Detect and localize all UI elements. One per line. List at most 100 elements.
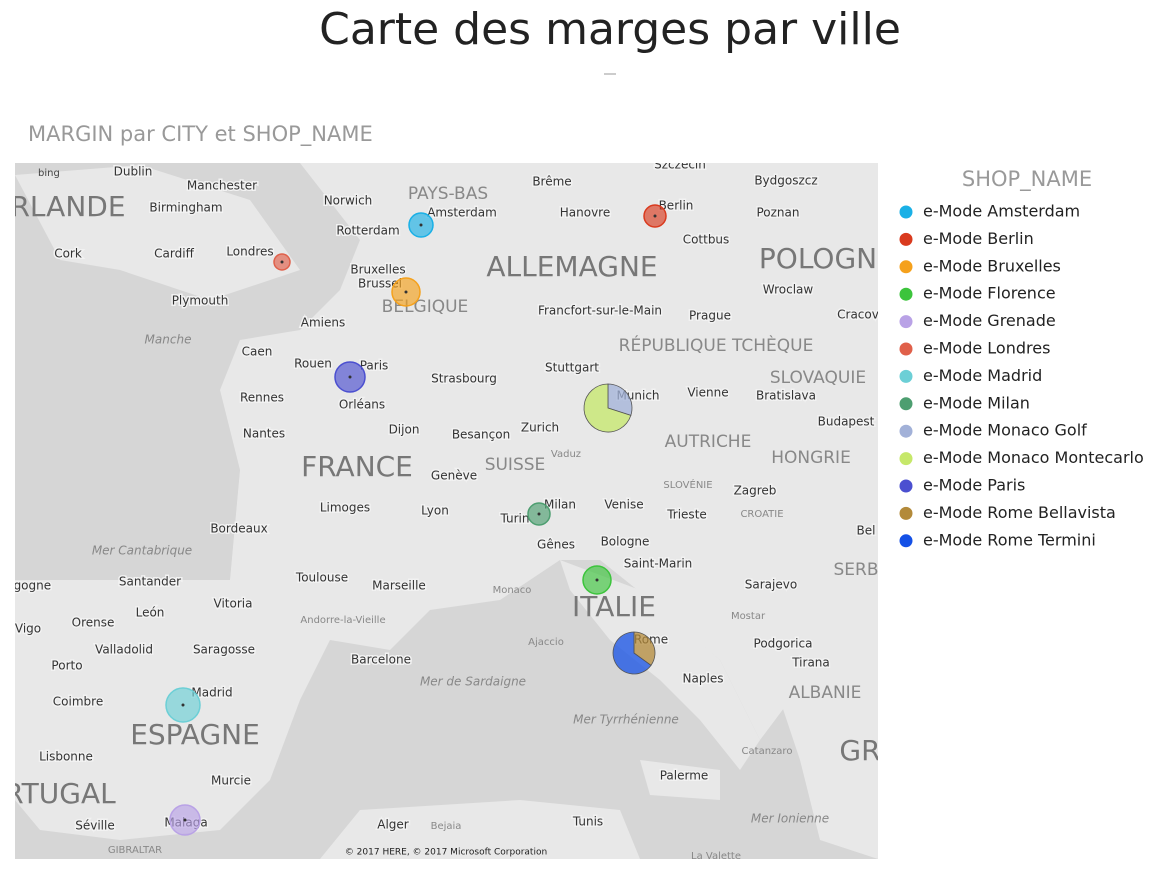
- map-label: FRANCE: [301, 450, 413, 483]
- map-label: Brussel: [358, 277, 402, 291]
- map-label: ALLEMAGNE: [486, 250, 657, 283]
- map-label: Mostar: [731, 611, 766, 622]
- map-label: Bel: [857, 524, 876, 538]
- map-label: Berlin: [659, 199, 694, 213]
- map-label: Bruxelles: [350, 263, 405, 277]
- map-label: Limoges: [320, 501, 370, 515]
- legend-label[interactable]: e-Mode Londres: [923, 339, 1050, 358]
- legend-swatch: [899, 534, 913, 548]
- legend-swatch: [899, 479, 913, 493]
- map-label: Venise: [604, 498, 643, 512]
- map-label: Lisbonne: [39, 750, 93, 764]
- map-label: Santander: [119, 575, 181, 589]
- map-label: Poznan: [756, 206, 799, 220]
- legend-title: SHOP_NAME: [962, 167, 1092, 192]
- legend-swatch: [899, 342, 913, 356]
- legend-label[interactable]: e-Mode Paris: [923, 476, 1025, 495]
- map-label: Strasbourg: [431, 372, 497, 386]
- map-label: Birmingham: [149, 201, 222, 215]
- legend-label[interactable]: e-Mode Monaco Montecarlo: [923, 448, 1144, 467]
- map-label: Sarajevo: [745, 578, 797, 592]
- map-label: Besançon: [452, 428, 510, 442]
- legend-swatch: [899, 287, 913, 301]
- legend-swatch: [899, 397, 913, 411]
- map-pie-slice[interactable]: [583, 383, 632, 433]
- map-label: Rouen: [294, 357, 332, 371]
- bubble-center: [181, 703, 185, 707]
- map-label: Mer Tyrrhénienne: [573, 713, 679, 727]
- legend-label[interactable]: e-Mode Rome Bellavista: [923, 503, 1116, 522]
- map-pie-slice[interactable]: [612, 631, 652, 675]
- legend-label[interactable]: e-Mode Bruxelles: [923, 256, 1061, 275]
- map-label: Saint-Marin: [624, 557, 693, 571]
- map-label: Vaduz: [551, 449, 581, 460]
- map-label: GR: [839, 734, 880, 767]
- map-label: PAYS-BAS: [408, 184, 488, 204]
- map-label: GIBRALTAR: [108, 845, 162, 856]
- map-label: Cardiff: [154, 247, 194, 261]
- map-label: ESPAGNE: [130, 718, 260, 751]
- map-label: Londres: [226, 245, 273, 259]
- legend-swatch: [899, 452, 913, 466]
- map-label: Orléans: [339, 398, 385, 412]
- legend-swatch: [899, 424, 913, 438]
- map-label: ITALIE: [572, 590, 656, 623]
- bubble-center: [419, 223, 423, 227]
- map-label: León: [136, 606, 165, 620]
- map-label: Rennes: [240, 391, 284, 405]
- map-label: Naples: [683, 672, 724, 686]
- map-label: SLOVÉNIE: [663, 478, 712, 491]
- legend-label[interactable]: e-Mode Florence: [923, 284, 1056, 303]
- map-label: RÉPUBLIQUE TCHÈQUE: [619, 334, 814, 356]
- map-label: Vitoria: [214, 597, 253, 611]
- map-label: Manchester: [187, 179, 257, 193]
- map-label: Dublin: [114, 165, 153, 179]
- map-label: AUTRICHE: [665, 432, 752, 452]
- map-label: Tunis: [572, 815, 603, 829]
- map-label: Zurich: [521, 421, 559, 435]
- map-label: Dijon: [389, 423, 420, 437]
- legend-swatch: [899, 260, 913, 274]
- map-label: Podgorica: [754, 637, 813, 651]
- map-label: Bejaia: [431, 821, 462, 832]
- legend-label[interactable]: e-Mode Milan: [923, 393, 1030, 412]
- map-label: Madrid: [191, 686, 232, 700]
- map-label: Barcelone: [351, 653, 411, 667]
- map-label: Vienne: [687, 386, 728, 400]
- page-title: Carte des marges par ville: [319, 4, 901, 55]
- map-label: Tirana: [791, 656, 830, 670]
- map-label: Mer de Sardaigne: [420, 675, 526, 689]
- visual-title: MARGIN par CITY et SHOP_NAME: [28, 122, 373, 147]
- map-label: Vigo: [15, 622, 41, 636]
- bubble-center: [404, 290, 408, 294]
- legend-label[interactable]: e-Mode Grenade: [923, 311, 1056, 330]
- map-label: Séville: [75, 819, 115, 833]
- map-label: ALBANIE: [789, 683, 862, 703]
- map-label: Genève: [431, 469, 477, 483]
- map[interactable]: Szczecin Dublin Manchester RLANDE Birmingham…: [4, 158, 880, 863]
- map-pie-slice[interactable]: [633, 631, 656, 666]
- legend-label[interactable]: e-Mode Monaco Golf: [923, 421, 1087, 440]
- map-label: Norwich: [324, 194, 373, 208]
- map-pie-slice[interactable]: [607, 383, 633, 416]
- map-label: Orense: [72, 616, 115, 630]
- map-label: Toulouse: [295, 571, 348, 585]
- map-label: Palerme: [660, 769, 709, 783]
- legend-label[interactable]: e-Mode Amsterdam: [923, 202, 1080, 221]
- legend-label[interactable]: e-Mode Rome Termini: [923, 530, 1096, 549]
- map-label: Valladolid: [95, 643, 153, 657]
- bubble-center: [595, 578, 599, 582]
- map-label: Szczecin: [654, 158, 706, 172]
- map-label: Mer Ionienne: [751, 812, 829, 826]
- legend-label[interactable]: e-Mode Berlin: [923, 229, 1034, 248]
- map-label: Mer Cantabrique: [92, 544, 192, 558]
- map-label: Francfort-sur-le-Main: [538, 304, 662, 318]
- legend-label[interactable]: e-Mode Madrid: [923, 366, 1042, 385]
- map-label: SERB: [833, 560, 878, 580]
- map-label: Plymouth: [172, 294, 229, 308]
- map-label: Andorre-la-Vieille: [300, 615, 385, 626]
- map-label: Cork: [54, 247, 82, 261]
- map-label: Coimbre: [53, 695, 103, 709]
